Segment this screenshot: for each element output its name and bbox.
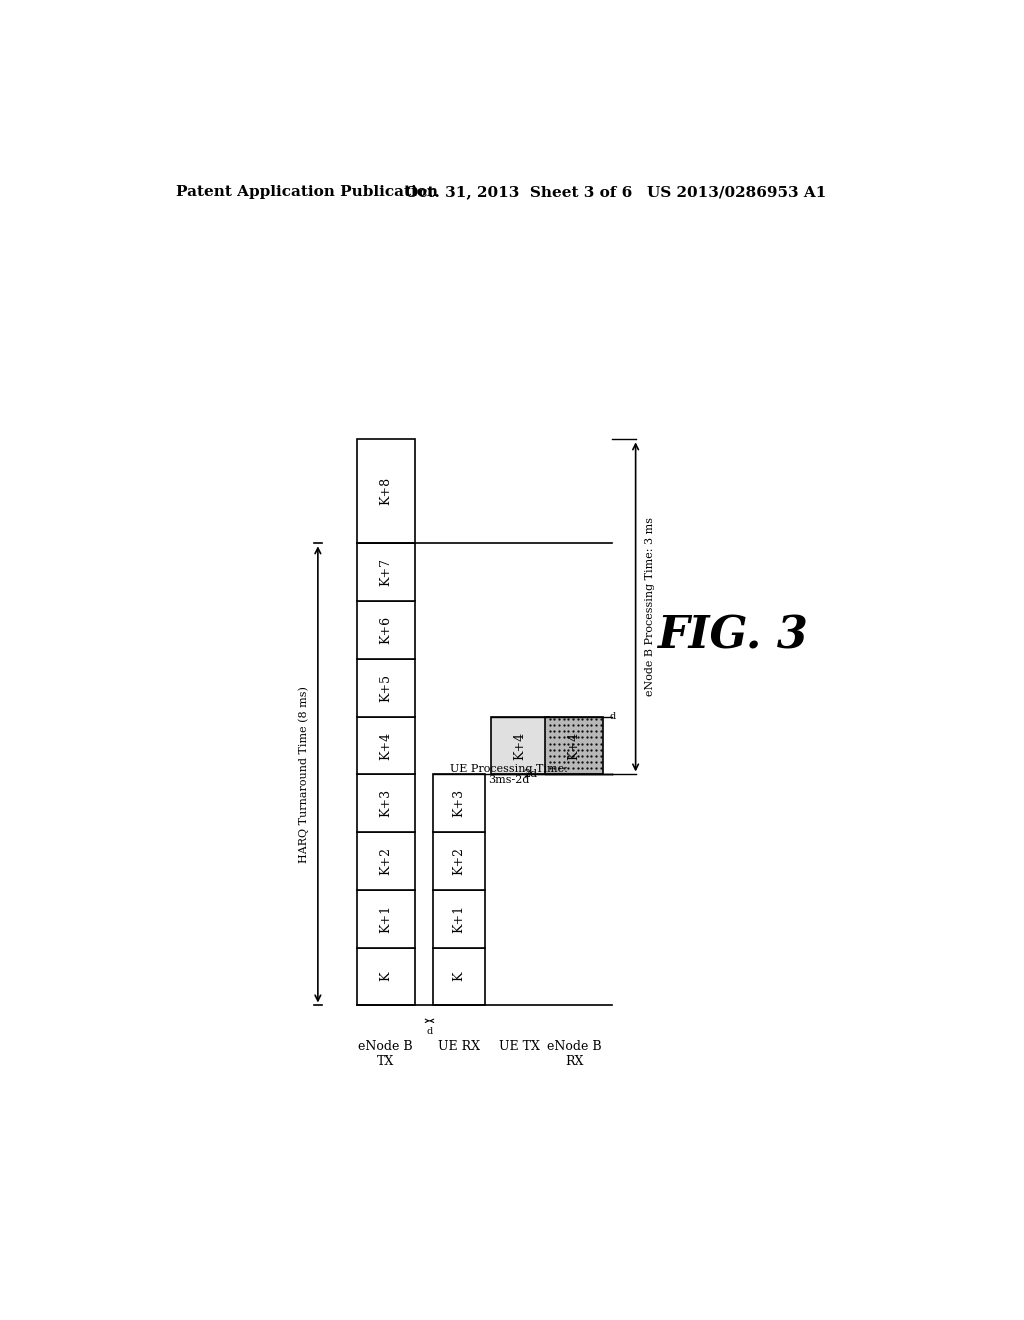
Bar bbox=[356, 601, 415, 659]
Bar bbox=[356, 717, 415, 775]
Text: K+4: K+4 bbox=[513, 731, 526, 759]
Text: K+6: K+6 bbox=[379, 616, 392, 644]
Text: K+3: K+3 bbox=[452, 789, 465, 817]
Text: eNode B
TX: eNode B TX bbox=[358, 1040, 413, 1068]
Text: K+1: K+1 bbox=[452, 904, 465, 933]
Text: K: K bbox=[452, 972, 465, 981]
Text: eNode B Processing Time: 3 ms: eNode B Processing Time: 3 ms bbox=[645, 517, 655, 697]
Text: K+2: K+2 bbox=[379, 847, 392, 875]
Text: Patent Application Publication: Patent Application Publication bbox=[176, 185, 438, 199]
Text: K+4: K+4 bbox=[567, 731, 581, 759]
Bar bbox=[356, 775, 415, 832]
Text: d: d bbox=[609, 713, 615, 721]
Bar bbox=[432, 948, 484, 1006]
Text: HARQ Turnaround Time (8 ms): HARQ Turnaround Time (8 ms) bbox=[299, 686, 309, 863]
Bar bbox=[356, 659, 415, 717]
Bar bbox=[356, 544, 415, 601]
Text: K: K bbox=[379, 972, 392, 981]
Text: UE Processing Time:
3ms-2d: UE Processing Time: 3ms-2d bbox=[451, 763, 568, 785]
Text: K+1: K+1 bbox=[379, 904, 392, 933]
Text: d: d bbox=[426, 1027, 432, 1036]
Bar bbox=[356, 890, 415, 948]
Text: K+4: K+4 bbox=[379, 731, 392, 759]
Bar bbox=[356, 440, 415, 544]
Bar bbox=[432, 775, 484, 832]
Text: UE RX: UE RX bbox=[437, 1040, 479, 1053]
Text: K+7: K+7 bbox=[379, 558, 392, 586]
Text: K+8: K+8 bbox=[379, 478, 392, 506]
Bar bbox=[490, 717, 549, 775]
Text: UE TX: UE TX bbox=[500, 1040, 541, 1053]
Text: K+3: K+3 bbox=[379, 789, 392, 817]
Bar bbox=[432, 832, 484, 890]
Bar bbox=[545, 717, 603, 775]
Text: 2d: 2d bbox=[523, 770, 538, 779]
Bar bbox=[432, 890, 484, 948]
Text: eNode B
RX: eNode B RX bbox=[547, 1040, 601, 1068]
Text: US 2013/0286953 A1: US 2013/0286953 A1 bbox=[647, 185, 826, 199]
Text: K+5: K+5 bbox=[379, 673, 392, 702]
Bar bbox=[356, 948, 415, 1006]
Text: K+2: K+2 bbox=[452, 847, 465, 875]
Text: Oct. 31, 2013  Sheet 3 of 6: Oct. 31, 2013 Sheet 3 of 6 bbox=[406, 185, 633, 199]
Bar bbox=[356, 832, 415, 890]
Text: FIG. 3: FIG. 3 bbox=[657, 614, 808, 657]
